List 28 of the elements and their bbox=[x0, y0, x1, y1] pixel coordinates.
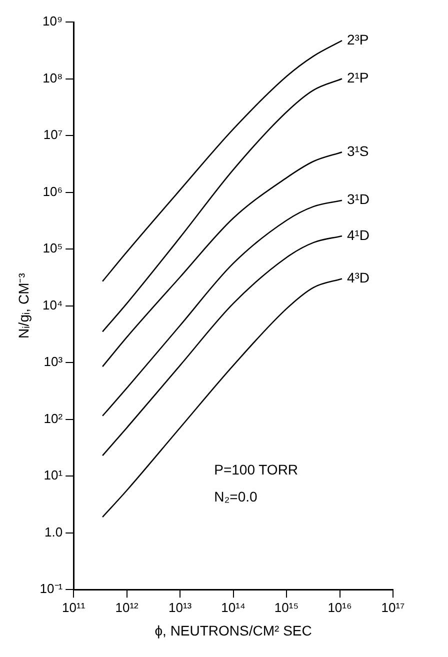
y-tick-label: 10⁶ bbox=[42, 184, 63, 199]
series-label: 4³D bbox=[346, 270, 370, 286]
series-label: 3¹S bbox=[346, 142, 369, 159]
y-tick-label: 10¹ bbox=[44, 468, 64, 483]
y-axis-title: Nᵢ/gᵢ, CM⁻³ bbox=[15, 272, 32, 339]
y-tick-label: 1.0 bbox=[44, 524, 63, 540]
x-tick-label: 10¹⁵ bbox=[274, 600, 299, 615]
x-tick-label: 10¹⁴ bbox=[221, 600, 246, 615]
y-tick-label: 10⁵ bbox=[42, 240, 63, 256]
y-tick-label: 10³ bbox=[44, 354, 64, 370]
x-tick-label: 10¹⁶ bbox=[328, 600, 352, 615]
y-tick-label: 10⁷ bbox=[43, 127, 63, 142]
series-label: 3¹D bbox=[346, 191, 370, 208]
y-tick-label: 10² bbox=[44, 410, 64, 426]
y-tick-label: 10⁸ bbox=[42, 70, 63, 86]
y-tick-label: 10⁹ bbox=[42, 14, 63, 29]
x-tick-label: 10¹² bbox=[115, 600, 140, 615]
series-label: 2³P bbox=[346, 31, 369, 48]
x-tick-label: 10¹¹ bbox=[62, 600, 86, 615]
y-tick-label: 10⁻¹ bbox=[40, 581, 64, 596]
x-tick-label: 10¹³ bbox=[168, 600, 192, 615]
annotation: N₂=0.0 bbox=[214, 488, 258, 504]
series-label: 4¹D bbox=[346, 226, 370, 243]
annotation: P=100 TORR bbox=[214, 461, 298, 478]
x-tick-label: 10¹⁷ bbox=[381, 600, 406, 615]
series-label: 2¹P bbox=[346, 70, 369, 86]
y-tick-label: 10⁴ bbox=[42, 297, 63, 312]
x-axis-title: ϕ, NEUTRONS/CM² SEC bbox=[154, 622, 312, 638]
